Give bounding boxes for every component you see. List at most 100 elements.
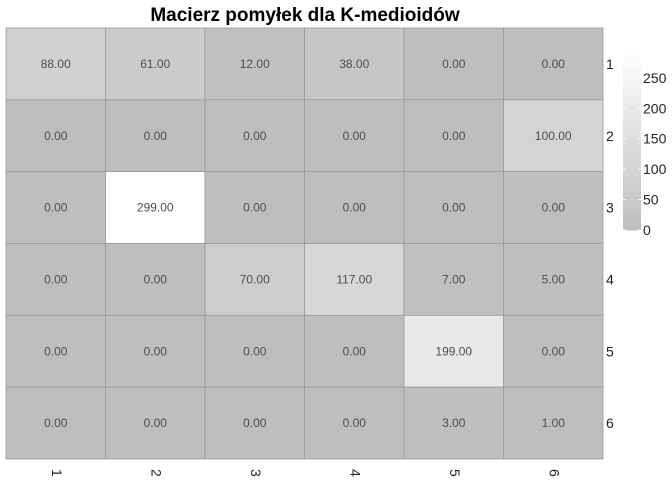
cell-value-label: 0.00 <box>144 129 168 143</box>
cell-value-label: 0.00 <box>243 129 267 143</box>
cell-value-label: 0.00 <box>343 201 367 215</box>
cell-value-label: 0.00 <box>44 344 68 358</box>
cell-value-label: 38.00 <box>339 57 369 71</box>
cell-value-label: 0.00 <box>442 201 466 215</box>
legend-tick-label: 0 <box>643 222 651 238</box>
heatmap-cell <box>105 27 206 101</box>
legend-gradient-step <box>623 120 641 128</box>
x-tick-label: 6 <box>546 469 562 477</box>
heatmap-cell <box>403 314 504 388</box>
heatmap-cell <box>304 314 405 388</box>
cell-value-label: 0.00 <box>442 57 466 71</box>
legend-gradient-step <box>623 163 641 170</box>
legend-gradient-step <box>623 108 641 116</box>
cell-value-label: 0.00 <box>343 344 367 358</box>
legend-gradient-step <box>623 84 641 91</box>
heatmap-cell <box>304 99 405 173</box>
heatmap-cell <box>403 386 504 460</box>
x-axis-tick-labels: 1 2 3 4 5 6 <box>49 469 563 477</box>
legend-gradient-step <box>623 217 641 225</box>
cell-value-label: 0.00 <box>542 201 566 215</box>
heatmap-cell <box>304 386 405 460</box>
heatmap-cell <box>503 386 604 460</box>
legend-gradient-step <box>623 102 641 110</box>
legend-gradient-step <box>623 181 641 189</box>
heatmap-cell <box>5 27 106 101</box>
x-tick-label: 4 <box>347 469 363 477</box>
heatmap-cell <box>403 171 504 244</box>
cell-value-label: 0.00 <box>542 57 566 71</box>
legend-gradient-step <box>623 48 641 55</box>
cell-value-label: 0.00 <box>243 416 267 430</box>
cell-value-label: 88.00 <box>41 57 71 71</box>
legend-gradient-step <box>623 90 641 98</box>
legend-tick-label: 100 <box>643 161 667 177</box>
legend-gradient-step <box>623 211 641 219</box>
cell-value-label: 0.00 <box>44 272 68 286</box>
legend-gradient-step <box>623 205 641 213</box>
legend-gradient-step <box>623 54 641 61</box>
heatmap-cell <box>304 171 405 244</box>
y-tick-label: 4 <box>606 271 614 287</box>
cell-value-label: 0.00 <box>44 416 68 430</box>
cell-value-label: 70.00 <box>240 272 270 286</box>
legend-gradient-step <box>623 139 641 146</box>
heatmap-cell <box>5 386 106 460</box>
heatmap-cell <box>503 99 604 173</box>
heatmap-cell <box>204 314 305 388</box>
cell-value-label: 3.00 <box>442 416 466 430</box>
cell-value-label: 1.00 <box>542 416 566 430</box>
cell-value-label: 117.00 <box>336 272 372 286</box>
cell-value-label: 5.00 <box>542 272 566 286</box>
cell-value-label: 199.00 <box>435 344 472 358</box>
heatmap-cell <box>503 171 604 244</box>
legend-gradient-step <box>623 223 641 231</box>
y-tick-label: 1 <box>606 56 614 72</box>
legend-gradient-step <box>623 78 641 85</box>
legend-gradient-step <box>623 66 641 73</box>
legend-gradient-step <box>623 193 641 201</box>
legend-tick-label: 50 <box>643 192 659 208</box>
cell-value-label: 0.00 <box>144 272 168 286</box>
legend-gradient-step <box>623 126 641 134</box>
legend-gradient-step <box>623 187 641 195</box>
cell-value-label: 12.00 <box>240 57 270 71</box>
legend-gradient-step <box>623 96 641 104</box>
chart-title: Macierz pomyłek dla K-medioidów <box>150 5 460 26</box>
cell-value-label: 0.00 <box>442 129 466 143</box>
heatmap-cell-labels: 88.00 61.00 12.00 38.00 0.00 0.00 0.00 0.00 0.00… <box>41 57 572 430</box>
cell-value-label: 0.00 <box>243 344 267 358</box>
x-tick-label: 2 <box>148 469 164 477</box>
legend-gradient-step <box>623 157 641 164</box>
heatmap-cells <box>5 27 604 460</box>
heatmap-cell <box>304 243 405 316</box>
cell-value-label: 0.00 <box>243 201 267 215</box>
heatmap-cell <box>204 27 305 101</box>
cell-value-label: 0.00 <box>144 416 168 430</box>
cell-value-label: 299.00 <box>137 201 174 215</box>
cell-value-label: 0.00 <box>343 416 367 430</box>
cell-value-label: 0.00 <box>343 129 367 143</box>
cell-value-label: 0.00 <box>144 344 168 358</box>
heatmap-cell <box>105 243 206 316</box>
x-tick-label: 3 <box>248 469 264 477</box>
legend-gradient-step <box>623 175 641 182</box>
legend-gradient-step <box>623 132 641 140</box>
legend-gradient-step <box>623 169 641 176</box>
cell-value-label: 0.00 <box>44 129 68 143</box>
heatmap-cell <box>105 171 206 244</box>
heatmap-cell <box>403 243 504 316</box>
x-tick-label: 1 <box>49 469 65 477</box>
heatmap-cell <box>5 243 106 316</box>
heatmap-cell <box>503 314 604 388</box>
heatmap-cell <box>204 243 305 316</box>
legend-gradient-step <box>623 114 641 122</box>
legend-tick-label: 200 <box>643 100 667 116</box>
legend-tick-label: 150 <box>643 131 667 147</box>
heatmap-cell <box>204 171 305 244</box>
heatmap-cell <box>304 27 405 101</box>
y-axis-tick-labels: 1 2 3 4 5 6 <box>606 56 614 431</box>
legend-gradient-step <box>623 151 641 158</box>
x-tick-label: 5 <box>447 469 463 477</box>
